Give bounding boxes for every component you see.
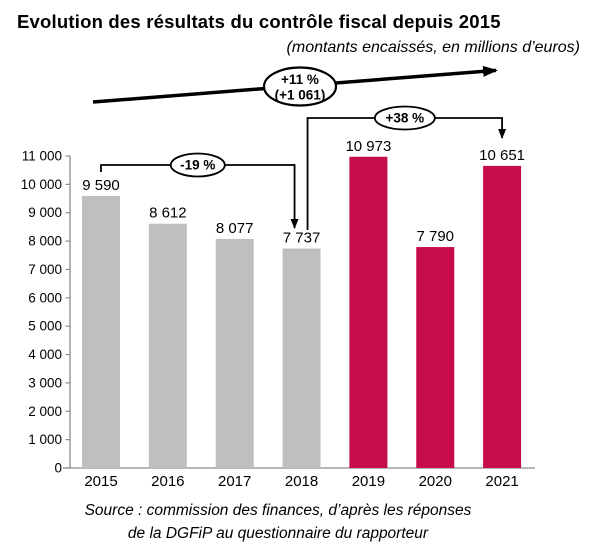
y-tick-label: 5 000 bbox=[28, 319, 62, 334]
bar-2019 bbox=[349, 156, 388, 469]
x-tick-label-2020: 2020 bbox=[419, 473, 452, 490]
y-tick-label: 9 000 bbox=[28, 205, 62, 220]
bar-value-label-2016: 8 612 bbox=[149, 205, 187, 222]
trend-label-line1: +11 % bbox=[281, 72, 319, 87]
rise-label: +38 % bbox=[385, 111, 424, 126]
bar-2017 bbox=[215, 238, 254, 468]
bar-2020 bbox=[416, 247, 455, 468]
bar-value-label-2020: 7 790 bbox=[416, 228, 454, 245]
bar-value-label-2017: 8 077 bbox=[216, 220, 254, 237]
bar-value-label-2015: 9 590 bbox=[82, 177, 120, 194]
chart-subtitle: (montants encaissés, en millions d’euros… bbox=[286, 39, 580, 56]
y-tick-label: 4 000 bbox=[28, 347, 62, 362]
x-tick-label-2016: 2016 bbox=[151, 473, 184, 490]
y-tick-label: 7 000 bbox=[28, 262, 62, 277]
y-tick-label: 8 000 bbox=[28, 234, 62, 249]
rise-ellipse bbox=[373, 105, 436, 131]
y-tick-label: 3 000 bbox=[28, 375, 62, 390]
bar-value-label-2019: 10 973 bbox=[345, 138, 391, 155]
bar-2016 bbox=[148, 223, 187, 468]
trend-label-line2: (+1 061) bbox=[275, 88, 326, 103]
x-tick-label-2017: 2017 bbox=[218, 473, 251, 490]
bar-value-label-2018: 7 737 bbox=[283, 230, 321, 247]
rise-bracket bbox=[306, 117, 507, 230]
bar-2021 bbox=[483, 165, 522, 468]
source-note: Source : commission des finances, d’aprè… bbox=[0, 499, 556, 545]
source-line-2: de la DGFiP au questionnaire du rapporte… bbox=[127, 525, 429, 542]
y-tick-label: 11 000 bbox=[22, 149, 62, 164]
trend-ellipse bbox=[262, 66, 338, 107]
decline-label: -19 % bbox=[180, 158, 215, 173]
x-tick-label-2015: 2015 bbox=[84, 473, 117, 490]
source-line-1: Source : commission des finances, d’aprè… bbox=[84, 502, 472, 519]
y-tick-label: 0 bbox=[54, 461, 62, 476]
x-tick-label-2018: 2018 bbox=[285, 473, 318, 490]
bar-value-label-2021: 10 651 bbox=[479, 147, 525, 164]
bar-2015 bbox=[82, 195, 120, 468]
decline-ellipse bbox=[169, 152, 226, 178]
y-tick-label: 6 000 bbox=[28, 290, 62, 305]
x-tick-label-2019: 2019 bbox=[352, 473, 385, 490]
x-tick-label-2021: 2021 bbox=[485, 473, 518, 490]
y-tick-label: 1 000 bbox=[28, 432, 62, 447]
chart-title: Evolution des résultats du contrôle fisc… bbox=[17, 11, 501, 32]
bar-2018 bbox=[282, 248, 321, 468]
y-tick-label: 2 000 bbox=[28, 404, 62, 419]
y-tick-label: 10 000 bbox=[21, 177, 62, 192]
